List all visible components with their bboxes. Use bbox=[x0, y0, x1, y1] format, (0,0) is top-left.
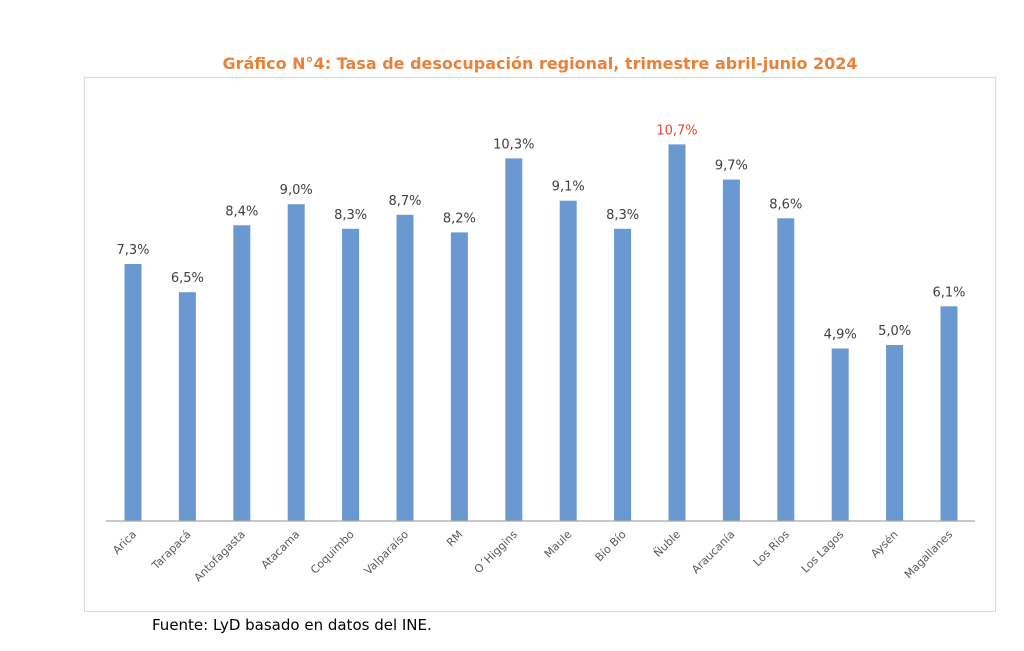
data-label: 9,7% bbox=[715, 159, 748, 174]
data-label: 8,3% bbox=[334, 208, 367, 223]
bar bbox=[722, 179, 740, 521]
bar bbox=[233, 225, 251, 522]
bar bbox=[886, 345, 904, 521]
data-label: 4,9% bbox=[824, 328, 857, 343]
data-label: 6,5% bbox=[171, 271, 204, 286]
chart-frame bbox=[84, 77, 996, 612]
bar bbox=[668, 144, 686, 521]
bar bbox=[831, 348, 849, 521]
bar bbox=[342, 228, 360, 522]
bars-group bbox=[124, 144, 958, 522]
data-label: 9,0% bbox=[280, 183, 313, 198]
bar bbox=[450, 232, 468, 521]
bar bbox=[505, 158, 523, 521]
data-label: 8,4% bbox=[225, 204, 258, 219]
data-label: 8,7% bbox=[388, 194, 421, 209]
data-label: 10,3% bbox=[493, 137, 534, 152]
data-label: 5,0% bbox=[878, 324, 911, 339]
data-label: 10,7% bbox=[656, 123, 697, 138]
bar bbox=[396, 214, 414, 522]
data-label: 6,1% bbox=[932, 285, 965, 300]
bar bbox=[287, 204, 305, 521]
bar bbox=[559, 200, 577, 521]
bar bbox=[940, 306, 958, 521]
bar bbox=[614, 228, 632, 522]
data-label: 8,2% bbox=[443, 211, 476, 226]
data-label: 7,3% bbox=[116, 243, 149, 258]
data-label: 8,6% bbox=[769, 197, 802, 212]
data-labels-group: 7,3% 6,5% 8,4% 9,0% 8,3% 8,7% 8,2% 10,3% 9,1% 8,3… bbox=[116, 123, 965, 342]
source-note: Fuente: LyD basado en datos del INE. bbox=[152, 616, 432, 634]
data-label: 8,3% bbox=[606, 208, 639, 223]
bar bbox=[777, 218, 795, 522]
bar bbox=[178, 292, 196, 521]
bar bbox=[124, 264, 142, 521]
chart-title: Gráfico N°4: Tasa de desocupación region… bbox=[222, 54, 857, 73]
data-label: 9,1% bbox=[552, 180, 585, 195]
